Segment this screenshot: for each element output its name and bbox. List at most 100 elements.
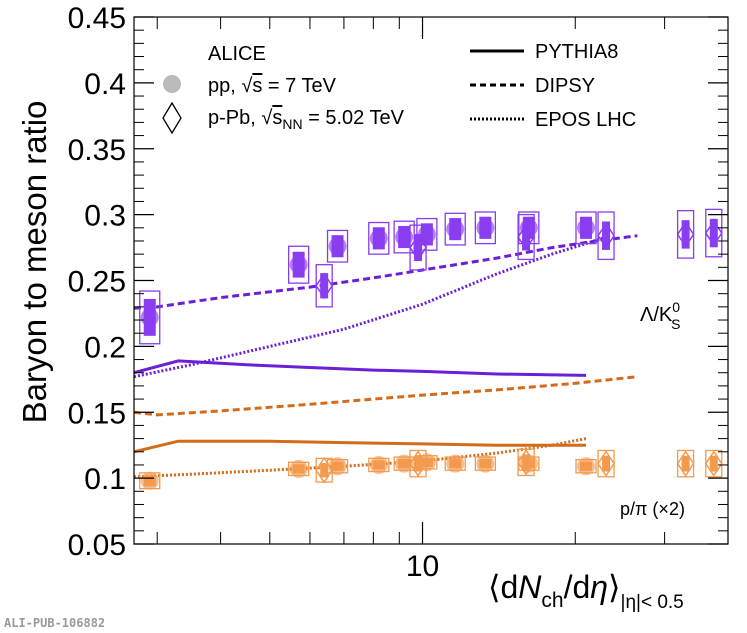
data-points (139, 208, 747, 490)
y-axis-label: Baryon to meson ratio (16, 101, 53, 424)
pp-marker (577, 457, 596, 476)
annotation-lambda-k0s: Λ/K0 S (640, 299, 680, 332)
pp-marker (446, 220, 465, 239)
pp-marker (476, 454, 495, 473)
model-curve-pythia-lambda (134, 359, 587, 377)
ppb-marker (676, 221, 695, 248)
legend-ppb-label: p-Pb, √sNN = 5.02 TeV (208, 107, 405, 132)
ppb-marker (517, 223, 535, 251)
pp-point-lambda (139, 290, 161, 345)
pp-point-lambda (368, 221, 390, 255)
pp-point-proton (139, 471, 161, 490)
legend-pp-label: pp, √s = 7 TeV (208, 75, 337, 97)
pp-marker (369, 229, 388, 248)
model-curve-epos-lambda (134, 235, 607, 379)
stat-band (737, 218, 745, 246)
sys-box (575, 211, 597, 245)
ppb-point-proton (409, 449, 427, 478)
ppb-marker (409, 234, 427, 261)
y-tick-label: 0.35 (68, 134, 126, 167)
stat-band (602, 221, 611, 250)
pp-marker (417, 225, 436, 244)
x-tick-label: 10 (406, 550, 439, 583)
ppb-marker (733, 220, 747, 244)
pp-marker (369, 455, 388, 474)
pp-marker (289, 459, 308, 478)
y-tick-label: 0.1 (84, 463, 126, 496)
legend-epos-label: EPOS LHC (535, 109, 636, 131)
ppb-marker (517, 448, 535, 476)
pp-point-proton (368, 455, 390, 474)
pp-point-lambda (444, 212, 466, 246)
annotation-p-pi: p/π (×2) (620, 499, 685, 519)
sys-box (326, 229, 349, 263)
ppb-point-lambda (409, 224, 427, 271)
stat-band (602, 455, 611, 472)
sys-box (733, 450, 747, 476)
ppb-point-lambda (597, 211, 615, 261)
sys-box (288, 245, 310, 284)
sys-box (139, 290, 161, 345)
pp-point-lambda (575, 211, 597, 245)
stat-band (681, 455, 690, 472)
ppb-marker (409, 450, 427, 477)
pp-point-proton (575, 457, 597, 476)
stat-band (522, 454, 531, 471)
model-curve-dipsy-proton (134, 375, 638, 417)
pp-marker (577, 218, 596, 237)
pp-marker (395, 454, 414, 473)
sys-box (444, 212, 466, 246)
stat-band (320, 273, 329, 299)
ppb-point-proton (704, 449, 723, 478)
ppb-point-lambda (517, 213, 535, 261)
pp-marker (328, 457, 347, 476)
legend-experiment: ALICE (208, 43, 266, 65)
stat-band (709, 218, 718, 248)
sys-box (368, 221, 390, 255)
y-tick-label: 0.45 (68, 2, 126, 35)
ppb-point-lambda (733, 208, 747, 255)
stat-band (709, 455, 718, 472)
x-axis-label: ⟨dNch/dη⟩|η|< 0.5 (488, 569, 684, 613)
y-tick-label: 0.05 (68, 529, 126, 562)
pp-marker (289, 255, 308, 274)
pp-point-proton (393, 454, 415, 473)
pp-marker (328, 237, 347, 256)
pp-point-proton (444, 454, 466, 473)
pp-marker (395, 228, 414, 247)
ppb-marker (704, 219, 723, 247)
y-tick-label: 0.3 (84, 200, 126, 233)
ppb-point-lambda (315, 264, 334, 308)
ppb-point-proton (597, 449, 615, 478)
watermark: ALI-PUB-106882 (4, 616, 105, 630)
ppb-point-lambda (676, 210, 695, 259)
ppb-point-proton (676, 449, 695, 478)
pp-point-lambda (474, 211, 497, 245)
ppb-point-lambda (704, 208, 723, 258)
y-tick-label: 0.4 (84, 68, 126, 101)
ppb-marker (315, 456, 334, 484)
ppb-point-proton (733, 450, 747, 476)
stat-band (737, 456, 745, 472)
y-tick-label: 0.2 (84, 331, 126, 364)
stat-band (414, 455, 423, 472)
stat-band (414, 234, 423, 262)
ppb-marker (676, 450, 695, 477)
stat-band (320, 463, 329, 478)
x-axis: 10 (156, 17, 729, 583)
sys-box (474, 211, 497, 245)
ppb-marker (733, 452, 747, 476)
stat-band (522, 223, 531, 251)
pp-point-proton (474, 454, 497, 473)
legend-pp-marker (163, 75, 181, 93)
pp-marker (446, 454, 465, 473)
legend-dipsy-label: DIPSY (535, 75, 595, 97)
ppb-point-proton (517, 448, 535, 477)
pp-marker (140, 471, 159, 490)
legend: ALICE pp, √s = 7 TeV p-Pb, √sNN = 5.02 T… (162, 41, 636, 135)
ppb-marker (597, 450, 615, 477)
model-curves (134, 234, 638, 479)
pp-point-lambda (288, 245, 310, 284)
pp-marker (140, 308, 159, 327)
